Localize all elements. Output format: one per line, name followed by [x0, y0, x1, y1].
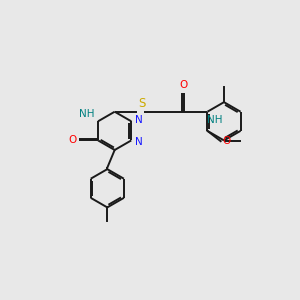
Text: O: O [180, 80, 188, 90]
Text: N: N [135, 115, 142, 125]
Text: O: O [68, 135, 76, 146]
Text: NH: NH [79, 109, 94, 119]
Text: O: O [222, 136, 230, 146]
Text: N: N [135, 137, 142, 147]
Text: NH: NH [207, 115, 223, 125]
Text: S: S [138, 97, 146, 110]
